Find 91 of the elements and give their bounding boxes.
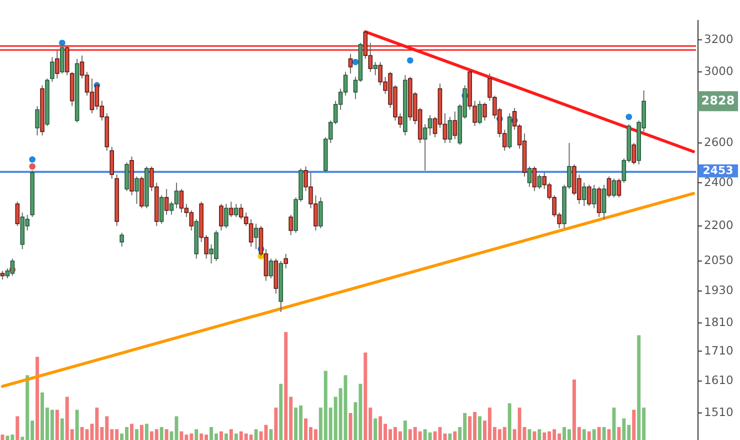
bar (274, 408, 278, 440)
candlestick (234, 203, 238, 218)
bar (587, 431, 591, 440)
bar (164, 429, 168, 440)
candlestick (120, 232, 124, 248)
point (626, 114, 632, 120)
bar (279, 384, 283, 440)
candlestick (50, 56, 54, 82)
bar (592, 429, 596, 440)
bar (130, 424, 134, 440)
candlestick (55, 50, 60, 80)
y-tick-label: 1510 (704, 405, 734, 420)
bar (348, 413, 352, 440)
y-tick-label: 3200 (704, 32, 734, 46)
y-tick-label: 1610 (704, 373, 734, 388)
candlestick (110, 146, 114, 180)
ref-line-label: 2453 (702, 164, 734, 177)
bar (75, 410, 79, 440)
candlestick (592, 184, 596, 209)
bar (528, 429, 532, 440)
bar (269, 429, 273, 440)
candlestick (134, 176, 139, 204)
candlestick (35, 106, 40, 136)
candlestick (373, 62, 378, 76)
y-tick-label: 1710 (704, 343, 734, 358)
bar (140, 424, 144, 440)
candlestick (268, 258, 274, 279)
bar (36, 356, 40, 440)
candlestick (254, 223, 258, 250)
bar (194, 429, 198, 440)
candlestick (478, 100, 482, 125)
candlestick (15, 201, 20, 226)
candlestick (527, 166, 532, 188)
candlestick (219, 203, 224, 231)
y-tick-label: 2400 (704, 174, 734, 189)
bar (453, 431, 457, 440)
point (29, 156, 36, 163)
bar (602, 427, 606, 440)
candlestick (602, 184, 606, 220)
candlestick (596, 186, 602, 218)
bar (632, 410, 636, 440)
bar (532, 431, 536, 440)
bar (538, 429, 542, 440)
bar (448, 434, 452, 440)
bar (144, 424, 148, 440)
bar (16, 416, 20, 440)
candlestick (532, 166, 537, 192)
candlestick (224, 203, 228, 229)
bar (582, 429, 586, 440)
candlestick (616, 178, 622, 198)
annotation: 2828 (701, 93, 735, 108)
bar (55, 410, 59, 440)
candlestick (612, 178, 616, 198)
y-tick-label: 1810 (704, 315, 734, 330)
candlestick (288, 214, 293, 236)
point (406, 57, 414, 64)
candlestick (164, 188, 169, 216)
bar (219, 431, 223, 440)
candlestick (348, 53, 353, 74)
candlestick (582, 182, 586, 207)
y-tick-label: 2200 (704, 218, 734, 232)
bar (234, 434, 238, 440)
candlestick (537, 174, 542, 190)
bar (134, 429, 138, 440)
bar (60, 418, 64, 440)
bar (254, 429, 258, 440)
y-tick-label: 2050 (704, 253, 734, 268)
candlestick (482, 102, 487, 122)
y-tick-label: 2600 (704, 135, 734, 150)
candlestick (452, 110, 458, 140)
candlestick (284, 253, 288, 269)
bar (612, 408, 616, 440)
point (29, 163, 36, 170)
bar (478, 416, 482, 440)
bar (508, 403, 512, 440)
y-tick-label: 3000 (704, 64, 734, 78)
candlestick (606, 176, 612, 198)
bar (597, 427, 601, 440)
bar (160, 427, 164, 440)
bar (0, 434, 4, 440)
bar (374, 418, 378, 440)
candlestick (586, 184, 592, 207)
y-tick-label: 1930 (704, 283, 734, 298)
candlestick (448, 116, 452, 144)
bar (229, 429, 233, 440)
bar (224, 434, 228, 440)
candlestick (229, 201, 234, 218)
bar (617, 427, 621, 440)
candlestick (632, 142, 636, 165)
point (352, 58, 359, 66)
bar (403, 420, 407, 440)
